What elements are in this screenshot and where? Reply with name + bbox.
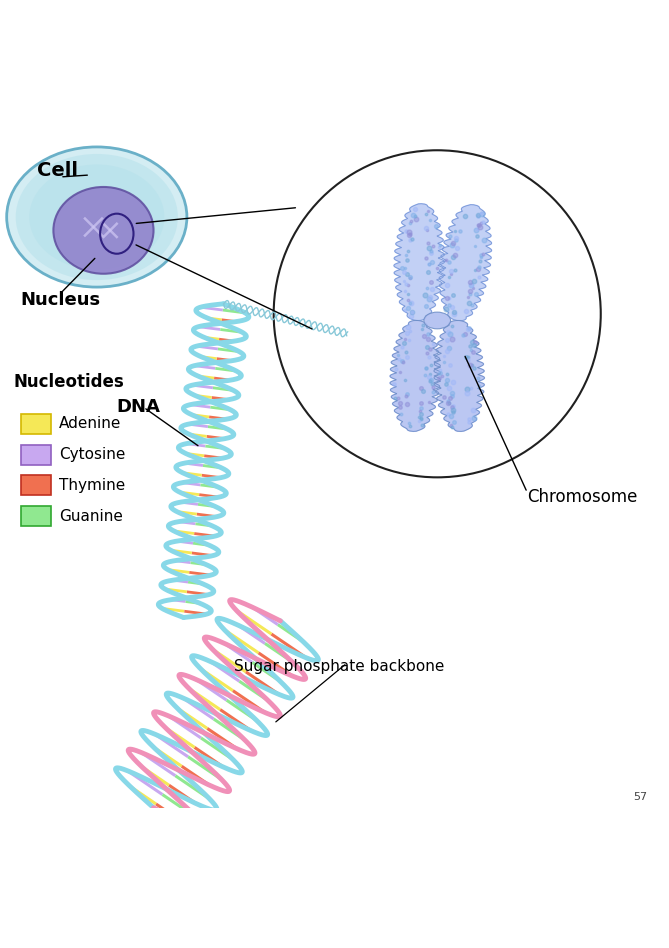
- Text: Nucleus: Nucleus: [20, 291, 100, 309]
- Text: Chromosome: Chromosome: [527, 488, 638, 506]
- Text: Cytosine: Cytosine: [59, 447, 125, 462]
- FancyBboxPatch shape: [21, 475, 52, 496]
- Polygon shape: [394, 204, 444, 320]
- Text: 57: 57: [634, 793, 648, 802]
- Text: Cell: Cell: [37, 161, 78, 180]
- Ellipse shape: [424, 312, 450, 329]
- Polygon shape: [390, 320, 441, 431]
- Text: DNA: DNA: [117, 398, 161, 416]
- FancyBboxPatch shape: [21, 414, 52, 434]
- Polygon shape: [434, 320, 484, 431]
- FancyBboxPatch shape: [21, 445, 52, 465]
- Circle shape: [274, 151, 601, 478]
- Text: Guanine: Guanine: [59, 508, 122, 523]
- Ellipse shape: [7, 147, 187, 287]
- Text: Adenine: Adenine: [59, 416, 121, 431]
- Ellipse shape: [29, 164, 165, 269]
- Polygon shape: [439, 205, 492, 320]
- Text: Thymine: Thymine: [59, 478, 125, 493]
- Text: Nucleotides: Nucleotides: [13, 373, 124, 391]
- Ellipse shape: [15, 154, 178, 280]
- Text: Sugar phosphate backbone: Sugar phosphate backbone: [233, 659, 444, 674]
- Ellipse shape: [54, 187, 153, 274]
- FancyBboxPatch shape: [21, 506, 52, 526]
